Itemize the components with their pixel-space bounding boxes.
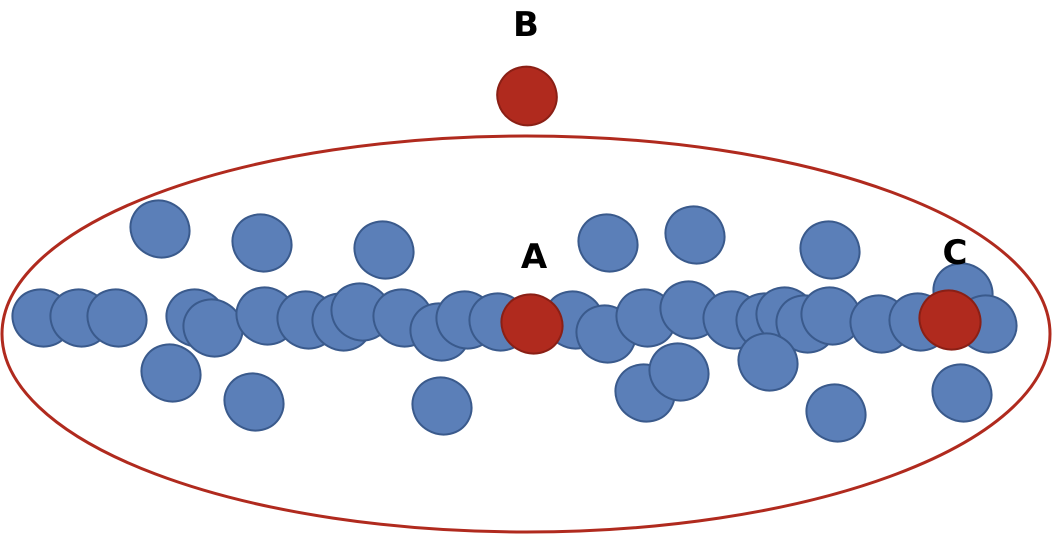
normal-point — [805, 383, 867, 443]
normal-point — [223, 372, 285, 432]
normal-point — [353, 220, 415, 280]
highlighted-points — [496, 65, 982, 355]
normal-point — [86, 288, 148, 348]
point-c — [918, 289, 982, 351]
label-c: C — [943, 233, 968, 273]
point-b — [496, 65, 558, 127]
normal-point — [664, 205, 726, 265]
cluster-boundary — [0, 134, 1052, 534]
label-a: A — [521, 237, 548, 277]
label-b: B — [513, 5, 539, 45]
point-a — [500, 293, 564, 355]
normal-point — [799, 220, 861, 280]
normal-point — [648, 342, 710, 402]
normal-point — [182, 298, 244, 358]
normal-point — [231, 213, 293, 273]
normal-point — [129, 199, 191, 259]
normal-point — [411, 376, 473, 436]
normal-point — [577, 213, 639, 273]
normal-point — [931, 363, 993, 423]
normal-point — [737, 332, 799, 392]
normal-point — [140, 343, 202, 403]
